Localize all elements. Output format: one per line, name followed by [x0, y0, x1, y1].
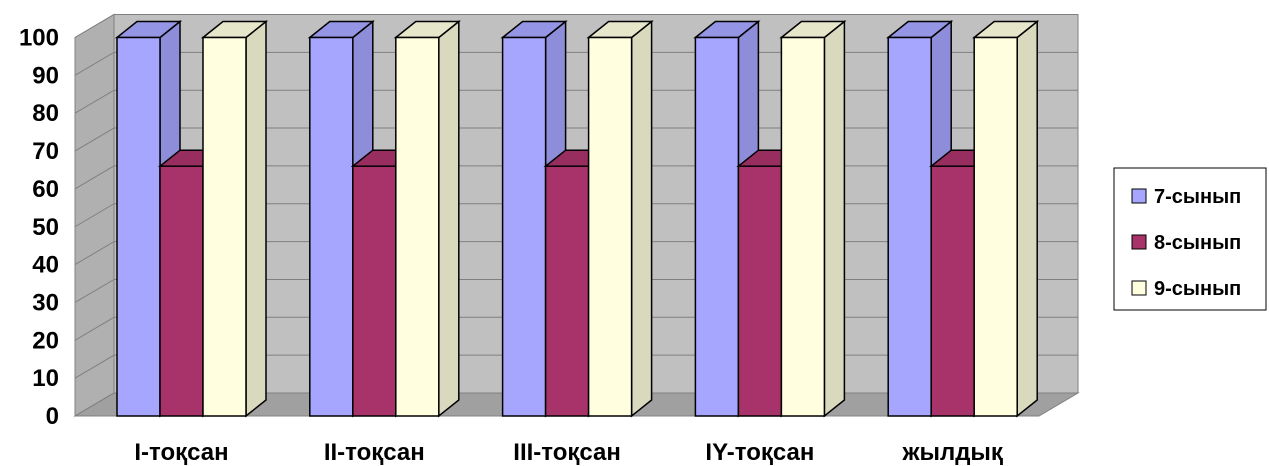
y-axis-tick-labels: 0 10 20 30 40 50 60 70 80 90 100	[19, 25, 59, 431]
y-tick-label: 80	[32, 100, 59, 127]
y-tick-label: 70	[32, 138, 59, 165]
legend: 7-сынып 8-сынып 9-сынып	[1113, 167, 1267, 311]
legend-label: 8-сынып	[1154, 232, 1241, 254]
bar-9-сынып-IY-тоқсан	[779, 19, 847, 418]
bar-7-сынып-жылдық	[886, 19, 954, 418]
bar-9-сынып-III-тоқсан	[586, 19, 654, 418]
y-tick-label: 90	[32, 62, 59, 89]
legend-swatch	[1131, 188, 1147, 204]
legend-swatch	[1131, 280, 1147, 296]
y-tick-label: 40	[32, 252, 59, 279]
bar-9-сынып-II-тоқсан	[393, 19, 461, 418]
y-tick-label: 60	[32, 176, 59, 203]
y-tick-label: 30	[32, 289, 59, 316]
y-tick-label: 20	[32, 327, 59, 354]
bars	[114, 19, 1040, 418]
x-category-label: IY-тоқсан	[705, 439, 814, 466]
x-axis-category-labels: I-тоқсан II-тоқсан III-тоқсан IY-тоқсан жылд…	[134, 439, 1004, 466]
x-category-label: жылдық	[901, 439, 1003, 466]
bar-9-сынып-жылдық	[972, 19, 1040, 418]
legend-swatch	[1131, 234, 1147, 250]
x-category-label: II-тоқсан	[324, 439, 425, 466]
y-tick-label: 50	[32, 214, 59, 241]
legend-label: 9-сынып	[1154, 278, 1241, 300]
x-category-label: III-тоқсан	[513, 439, 621, 466]
legend-label: 7-сынып	[1154, 186, 1241, 208]
gridline	[74, 14, 1078, 38]
y-tick-label: 100	[19, 25, 59, 52]
y-tick-label: 0	[46, 403, 59, 430]
y-tick-label: 10	[32, 365, 59, 392]
bar-9-сынып-I-тоқсан	[200, 19, 269, 418]
x-category-label: I-тоқсан	[134, 439, 228, 466]
